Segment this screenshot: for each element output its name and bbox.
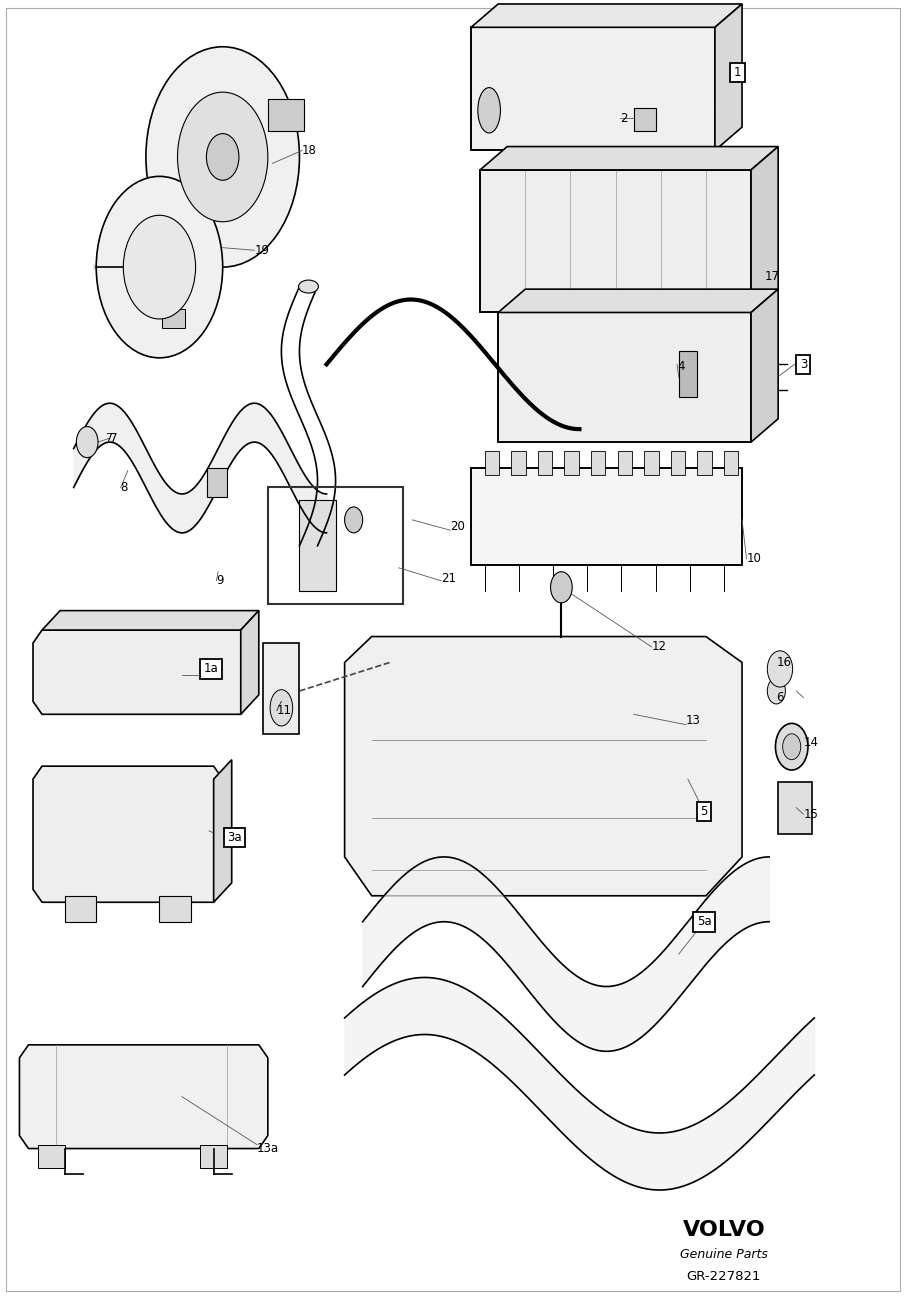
Bar [618,451,632,474]
Polygon shape [498,290,778,313]
Circle shape [207,134,239,181]
Polygon shape [241,611,259,714]
Bar [511,451,525,474]
Text: 3: 3 [800,357,807,370]
Ellipse shape [477,87,500,132]
Bar [724,451,738,474]
Bar [200,1144,227,1168]
Bar [564,451,579,474]
Text: 8: 8 [120,481,128,494]
Polygon shape [344,637,742,896]
Bar [480,170,751,313]
Text: 18: 18 [303,144,317,157]
Bar [162,309,185,329]
Text: 13: 13 [686,714,701,727]
Circle shape [767,651,793,687]
Text: 9: 9 [217,574,224,587]
Polygon shape [300,500,335,591]
Text: GR-227821: GR-227821 [687,1270,761,1283]
Text: 6: 6 [776,691,784,704]
Text: 16: 16 [776,656,791,669]
Text: 13a: 13a [257,1142,279,1155]
Bar [670,451,685,474]
Bar [498,313,751,442]
Bar [471,468,742,565]
Polygon shape [715,4,742,151]
Circle shape [776,724,808,770]
Text: 20: 20 [450,520,465,533]
Circle shape [146,47,300,268]
Bar [159,896,191,922]
Circle shape [551,572,573,603]
Bar [538,451,553,474]
Bar [485,451,499,474]
Text: 3a: 3a [227,831,242,844]
Bar [207,468,227,496]
Text: VOLVO: VOLVO [682,1220,766,1241]
Text: 21: 21 [441,572,457,585]
Bar [591,451,605,474]
Bar [268,487,403,604]
Circle shape [123,216,196,320]
Circle shape [767,678,786,704]
Bar [778,782,813,834]
Text: 7: 7 [110,431,117,444]
Bar [633,108,656,131]
Bar [471,27,715,151]
Text: 19: 19 [255,244,269,257]
Text: 2: 2 [620,112,628,125]
Ellipse shape [299,281,318,294]
Bar [37,1144,64,1168]
Polygon shape [480,147,778,170]
Bar [644,451,659,474]
Bar [264,643,300,734]
Polygon shape [751,290,778,442]
Polygon shape [471,4,742,27]
Bar [268,99,304,131]
Text: 1: 1 [734,66,741,79]
Text: 15: 15 [804,808,818,821]
Text: 1a: 1a [204,662,218,675]
Circle shape [783,734,801,760]
Ellipse shape [270,690,293,726]
Circle shape [178,92,268,222]
Bar [471,468,742,565]
Text: 5a: 5a [697,916,711,929]
Bar [471,27,715,151]
Polygon shape [751,147,778,313]
Bar [480,170,751,313]
Text: 17: 17 [765,270,779,283]
Bar [64,896,96,922]
Text: 11: 11 [277,704,292,717]
Circle shape [344,507,362,533]
Text: 12: 12 [651,640,667,653]
Bar [679,351,697,396]
Circle shape [76,426,98,457]
Text: Genuine Parts: Genuine Parts [680,1248,768,1261]
Text: 7: 7 [105,433,112,443]
Text: 5: 5 [700,805,708,818]
Polygon shape [19,1044,268,1148]
Polygon shape [42,611,259,630]
Bar [498,313,751,442]
Circle shape [96,177,223,357]
Text: 10: 10 [747,552,761,565]
Polygon shape [214,760,232,903]
Bar [698,451,712,474]
Polygon shape [33,630,250,714]
Text: 4: 4 [677,360,685,373]
Polygon shape [33,766,223,903]
Text: 14: 14 [804,737,818,750]
